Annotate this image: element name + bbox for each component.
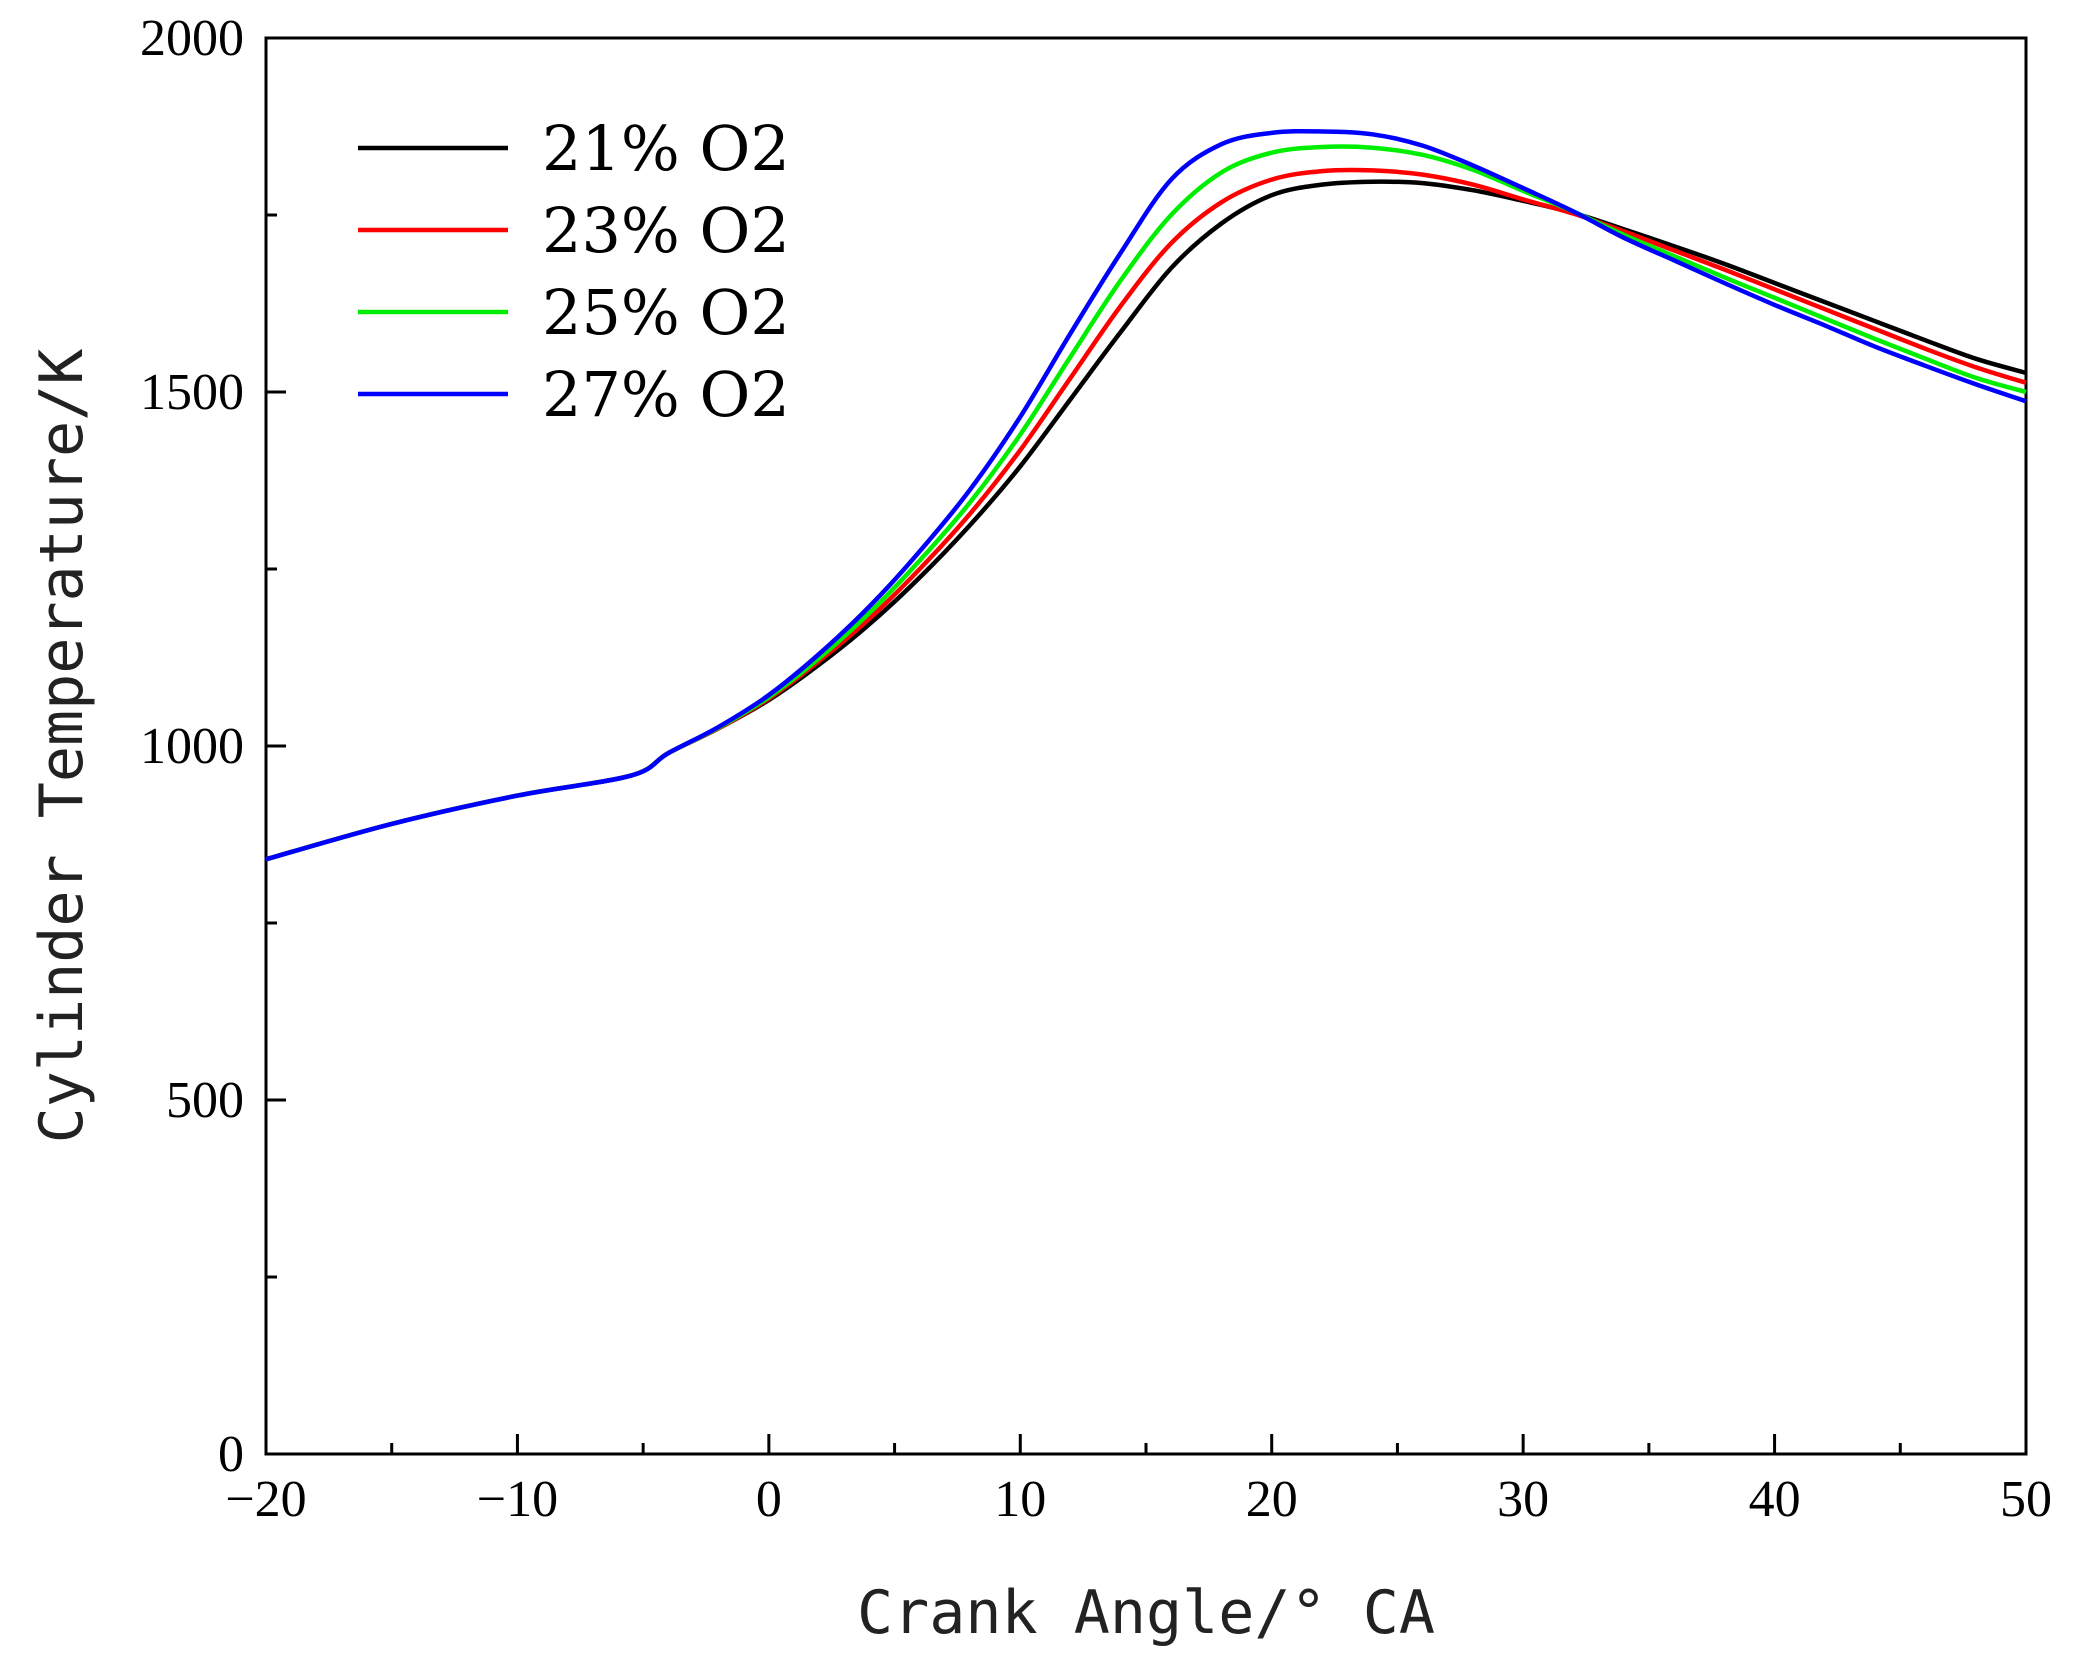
legend-label: 21% O2 [542,112,790,185]
legend-label: 27% O2 [542,358,790,431]
y-tick-label: 500 [166,1072,244,1129]
y-axis-title: Cylinder Temperature/K [27,349,97,1144]
y-tick-label: 1500 [140,364,244,421]
x-tick-label: 50 [2000,1471,2052,1528]
series-lines [265,128,2027,862]
x-tick-label: 20 [1246,1471,1298,1528]
y-tick-label: 1000 [140,718,244,775]
x-tick-label: 30 [1497,1471,1549,1528]
x-axis-title: Crank Angle/° CA [857,1578,1435,1648]
x-tick-label: 0 [756,1471,782,1528]
x-tick-label: 40 [1749,1471,1801,1528]
x-tick-label: 10 [994,1471,1046,1528]
series-line [265,128,2027,862]
y-tick-label: 2000 [140,10,244,67]
legend-label: 23% O2 [542,194,790,267]
series-line [265,144,2027,862]
axis-ticks [264,36,2028,1456]
series-line [265,167,2027,862]
legend: 21% O2 23% O2 25% O2 27% O2 [358,112,790,431]
x-tick-label: −10 [477,1471,558,1528]
x-tick-label: −20 [225,1471,306,1528]
legend-label: 25% O2 [542,276,790,349]
y-tick-label: 0 [218,1426,244,1483]
plot-frame [264,36,2028,1456]
